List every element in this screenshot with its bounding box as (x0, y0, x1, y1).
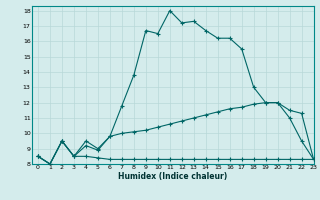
X-axis label: Humidex (Indice chaleur): Humidex (Indice chaleur) (118, 172, 228, 181)
